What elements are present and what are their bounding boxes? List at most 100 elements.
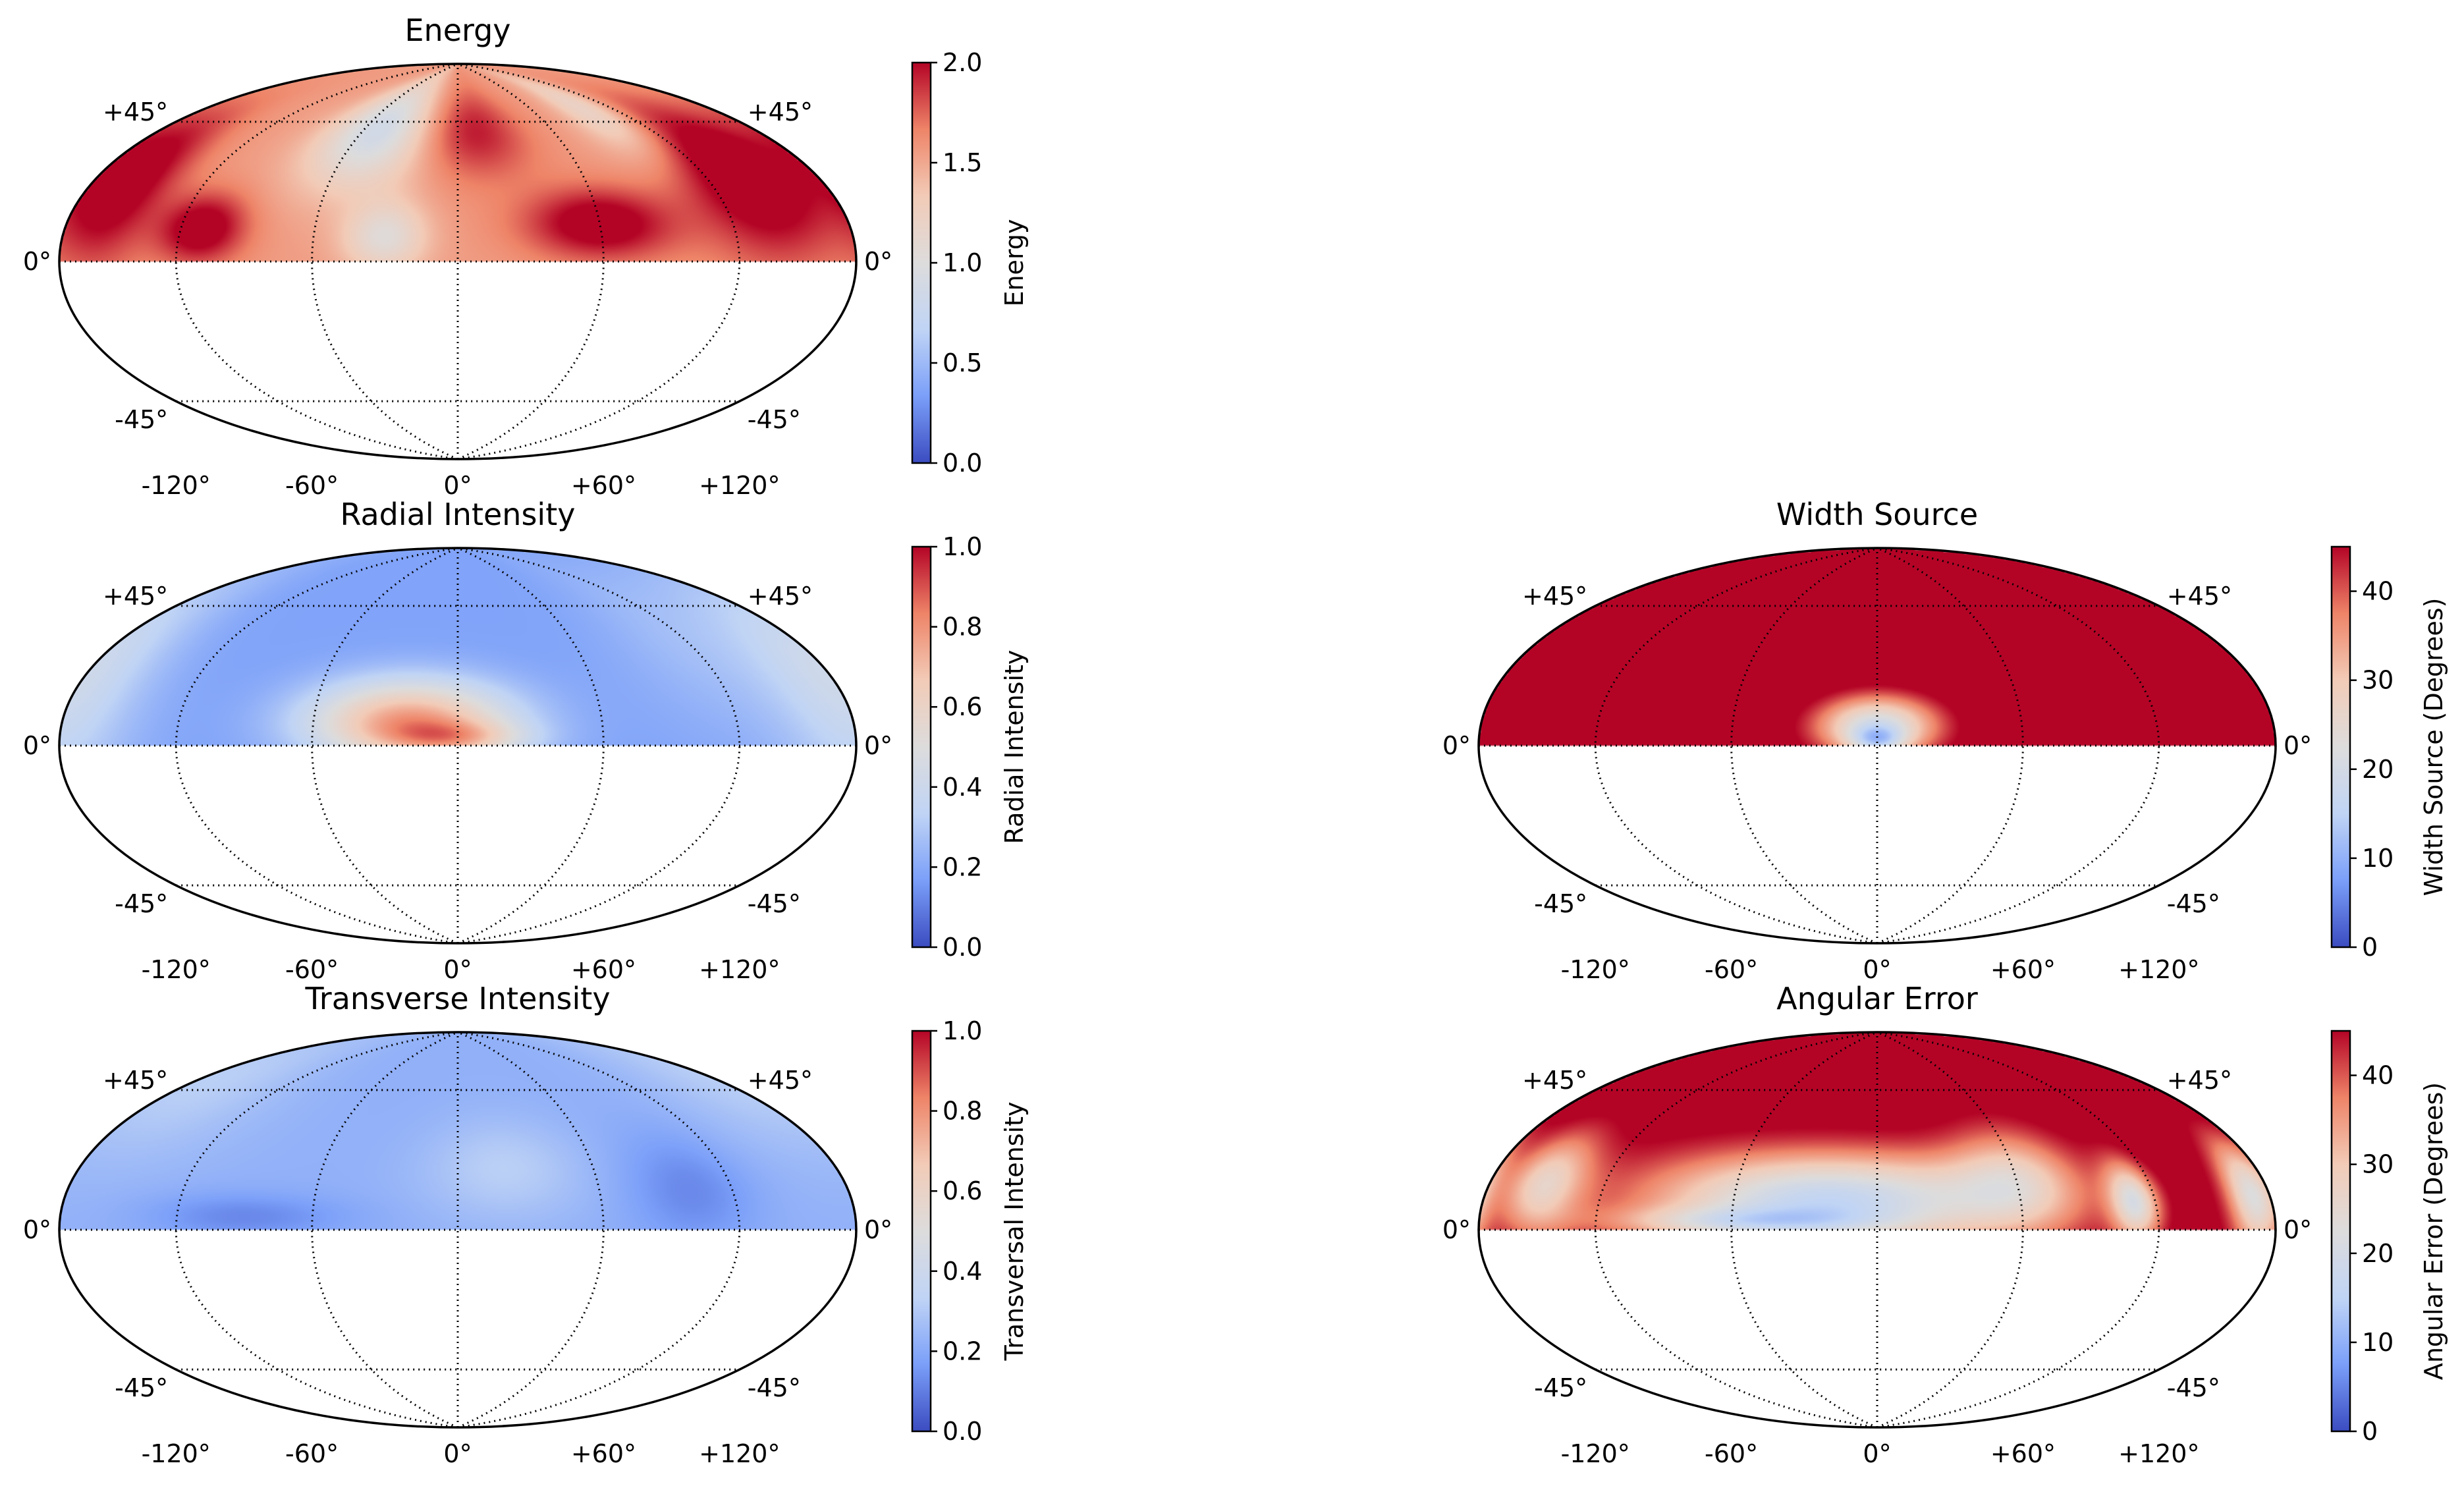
meridian-line	[311, 63, 458, 460]
colorbar-tick-label: 30	[2362, 1150, 2394, 1179]
colorbar-tick-label: 0.4	[943, 773, 982, 802]
meridian-line	[1876, 547, 2024, 945]
colorbar-label: Energy	[1000, 219, 1029, 306]
lat-tick-label-left: +45°	[103, 582, 168, 611]
meridian-line	[311, 1031, 458, 1429]
map-boundary	[58, 547, 858, 945]
colorbar-tick-label: 0.8	[943, 1097, 982, 1126]
lon-tick-label: -60°	[1705, 1439, 1758, 1468]
lon-tick-label: -120°	[1561, 1439, 1630, 1468]
lat-tick-label-left: +45°	[1522, 582, 1587, 611]
lat-tick-label-right: -45°	[748, 889, 801, 918]
meridian-line	[457, 547, 605, 945]
panel-title: Energy	[404, 13, 510, 48]
colorbar	[911, 545, 932, 949]
colorbar-tick-label: 0.2	[943, 852, 982, 881]
lon-tick-label: -60°	[1705, 955, 1758, 984]
lat-tick-label-right: 0°	[864, 731, 892, 760]
colorbar-label: Transversal Intensity	[1000, 1101, 1029, 1361]
colorbar-tick-label: 1.0	[943, 1016, 982, 1045]
lat-tick-label-right: 0°	[2284, 1215, 2312, 1244]
colorbar-tick-label: 0.6	[943, 692, 982, 721]
colorbar-tick-label: 1.0	[943, 532, 982, 561]
colorbar-tick-label: 0.8	[943, 613, 982, 642]
meridian-line	[457, 1031, 605, 1429]
colorbar-tick-label: 30	[2362, 666, 2394, 695]
lat-tick-label-left: +45°	[1522, 1066, 1587, 1095]
map-boundary	[58, 1031, 858, 1429]
lat-tick-label-left: +45°	[103, 97, 168, 126]
colorbar-tick-label: 10	[2362, 1328, 2394, 1357]
map-panel-transverse: Transverse Intensity -120° -60° 0° +60° +120°…	[23, 981, 1029, 1468]
map-panel-angular: Angular Error -120° -60° 0° +60° +120° +45° +45…	[1442, 981, 2448, 1468]
lat-tick-label-left: -45°	[115, 1373, 168, 1402]
lon-tick-label: +120°	[699, 471, 780, 500]
panel-title: Radial Intensity	[341, 497, 576, 532]
meridian-line	[457, 63, 605, 460]
lat-tick-label-left: 0°	[23, 731, 51, 760]
colorbar-label: Width Source (Degrees)	[2419, 598, 2448, 896]
lat-tick-label-right: +45°	[2167, 1066, 2232, 1095]
map-panel-width: Width Source -120° -60° 0° +60° +120° +45° +45°…	[1442, 497, 2448, 984]
lon-tick-label: 0°	[443, 1439, 472, 1468]
lat-tick-label-right: -45°	[748, 1373, 801, 1402]
lat-tick-label-left: -45°	[1534, 889, 1587, 918]
colorbar-label: Angular Error (Degrees)	[2419, 1082, 2448, 1380]
lon-tick-label: +60°	[571, 1439, 636, 1468]
lon-tick-label: -120°	[142, 955, 211, 984]
lon-tick-label: 0°	[1863, 955, 1891, 984]
meridian-line	[1730, 1031, 1878, 1429]
colorbar	[911, 1030, 932, 1433]
lon-tick-label: 0°	[443, 471, 472, 500]
lat-tick-label-left: +45°	[103, 1066, 168, 1095]
colorbar-tick-label: 0.0	[943, 449, 982, 478]
panel-title: Width Source	[1776, 497, 1978, 532]
map-panel-energy: Energy -120° -60° 0° +60° +120° +45° +45° 0° 0° -4…	[23, 13, 1029, 500]
colorbar-tick-label: 40	[2362, 577, 2394, 606]
lat-tick-label-right: +45°	[748, 97, 813, 126]
meridian-line	[311, 547, 458, 945]
lat-tick-label-right: -45°	[2167, 889, 2220, 918]
lat-tick-label-right: -45°	[2167, 1373, 2220, 1402]
colorbar-tick-label: 0.0	[943, 1417, 982, 1446]
panel-title: Transverse Intensity	[304, 981, 610, 1016]
lon-tick-label: -120°	[142, 471, 211, 500]
colorbar	[2330, 545, 2351, 949]
lon-tick-label: +60°	[1990, 955, 2056, 984]
lat-tick-label-right: 0°	[864, 1215, 892, 1244]
lon-tick-label: -60°	[285, 955, 339, 984]
colorbar-tick-label: 40	[2362, 1061, 2394, 1090]
lon-tick-label: 0°	[1863, 1439, 1891, 1468]
lat-tick-label-left: -45°	[1534, 1373, 1587, 1402]
lon-tick-label: +120°	[2118, 955, 2199, 984]
colorbar-tick-label: 1.0	[943, 248, 982, 277]
colorbar-tick-label: 20	[2362, 755, 2394, 784]
colorbar	[2330, 1030, 2351, 1433]
lon-tick-label: +60°	[571, 471, 636, 500]
lat-tick-label-right: 0°	[2284, 731, 2312, 760]
lat-tick-label-left: 0°	[1442, 1215, 1471, 1244]
colorbar-tick-label: 1.5	[943, 148, 982, 177]
colorbar-tick-label: 0.4	[943, 1257, 982, 1286]
lat-tick-label-left: -45°	[115, 405, 168, 434]
lon-tick-label: 0°	[443, 955, 472, 984]
map-boundary	[58, 63, 858, 460]
lat-tick-label-right: 0°	[864, 247, 892, 276]
colorbar-tick-label: 10	[2362, 844, 2394, 873]
lon-tick-label: -120°	[142, 1439, 211, 1468]
colorbar-tick-label: 0	[2362, 1417, 2378, 1446]
lon-tick-label: +60°	[1990, 1439, 2056, 1468]
colorbar-tick-label: 20	[2362, 1239, 2394, 1268]
lon-tick-label: +60°	[571, 955, 636, 984]
colorbar	[911, 61, 932, 464]
lon-tick-label: +120°	[699, 955, 780, 984]
lat-tick-label-left: 0°	[1442, 731, 1471, 760]
panel-title: Angular Error	[1776, 981, 1978, 1016]
lon-tick-label: -120°	[1561, 955, 1630, 984]
lon-tick-label: -60°	[285, 1439, 339, 1468]
meridian-line	[1730, 547, 1878, 945]
lon-tick-label: +120°	[699, 1439, 780, 1468]
lat-tick-label-right: +45°	[748, 582, 813, 611]
lat-tick-label-left: 0°	[23, 1215, 51, 1244]
